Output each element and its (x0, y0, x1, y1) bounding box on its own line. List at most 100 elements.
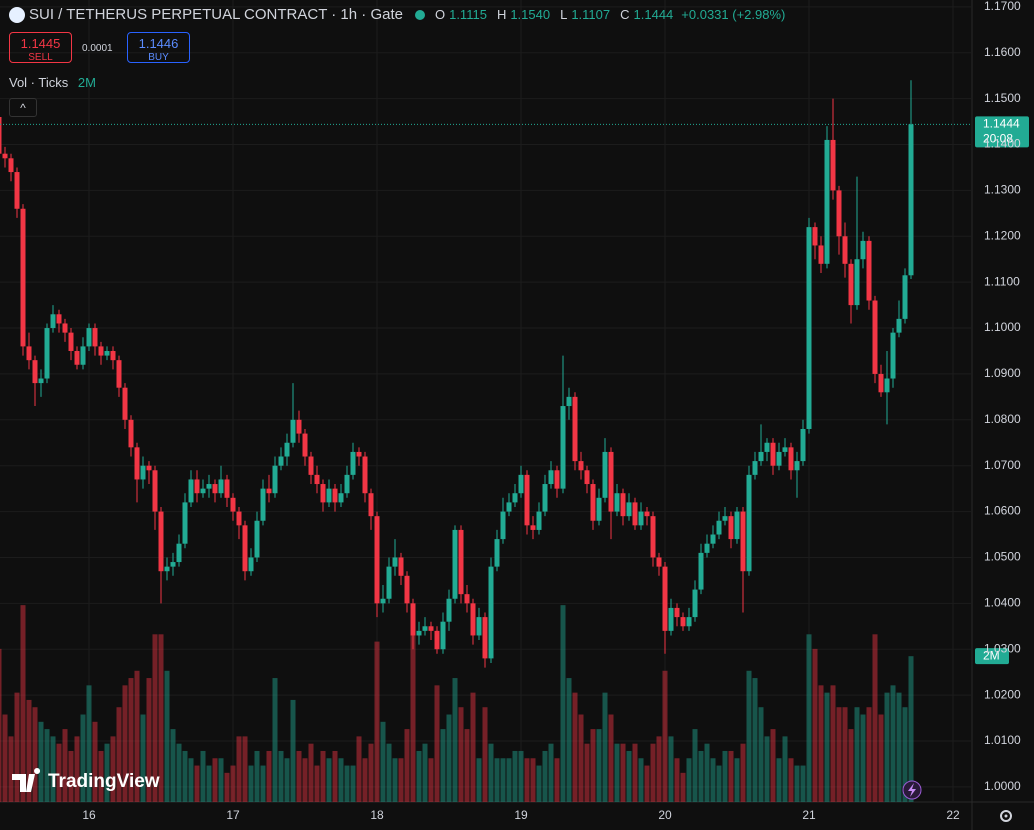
volume-bar (350, 765, 356, 802)
y-tick-label: 1.1300 (984, 183, 1021, 197)
y-tick-label: 1.1700 (984, 0, 1021, 13)
volume-bar (296, 750, 302, 802)
candle-body (728, 516, 734, 540)
lightning-button[interactable] (902, 780, 922, 800)
candle-body (740, 511, 746, 572)
candle-body (824, 139, 830, 264)
volume-bar (128, 678, 134, 802)
spread: 0.0001 (82, 43, 113, 54)
volume-bar (122, 685, 128, 802)
candle-body (230, 497, 236, 512)
ohlc-label: H (496, 7, 507, 22)
candle-body (14, 172, 20, 209)
volume-bar (794, 765, 800, 802)
volume-bar (284, 758, 290, 802)
volume-bar (242, 736, 248, 802)
candle-body (8, 158, 14, 173)
candle-body (878, 373, 884, 393)
volume-bar (404, 729, 410, 802)
volume-bar (872, 634, 878, 802)
candle-body (386, 566, 392, 599)
candle-body (242, 525, 248, 572)
candle-body (500, 511, 506, 540)
volume-bar (278, 750, 284, 802)
volume-bar (584, 743, 590, 802)
y-tick-label: 1.0900 (984, 366, 1021, 380)
volume-bar (500, 758, 506, 802)
candle-body (248, 557, 254, 572)
volume-bar (440, 729, 446, 802)
settings-button[interactable] (1000, 810, 1012, 822)
volume-bar (686, 758, 692, 802)
candle-body (38, 378, 44, 384)
volume-bar (68, 750, 74, 802)
candle-body (458, 529, 464, 595)
candle-body (140, 465, 146, 480)
candle-body (302, 433, 308, 457)
status-dot (414, 9, 425, 20)
volume-bar (560, 605, 566, 802)
candle-body (674, 607, 680, 618)
x-tick-label: 21 (802, 808, 816, 822)
candle-body (842, 236, 848, 264)
candle-body (890, 332, 896, 379)
countdown-label: 20:08 (983, 132, 1013, 146)
candle-body (608, 451, 614, 512)
volume-bar (146, 678, 152, 802)
candle-body (632, 502, 638, 526)
candle-body (188, 479, 194, 503)
candle-body (518, 474, 524, 494)
candle-body (218, 479, 224, 494)
ohlc-label: C (620, 7, 630, 22)
candle-body (578, 461, 584, 471)
x-tick-label: 22 (946, 808, 960, 822)
last-price-label: 1.1444 (983, 117, 1020, 131)
candle-body (176, 543, 182, 563)
volume-bar (230, 765, 236, 802)
candle-body (50, 314, 56, 329)
volume-bar (248, 765, 254, 802)
candle-body (602, 451, 608, 498)
volume-bar (164, 670, 170, 802)
candle-body (668, 607, 674, 631)
sell-button[interactable]: 1.1445 SELL (9, 32, 72, 63)
volume-bar (878, 714, 884, 802)
volume-bar (368, 743, 374, 802)
volume-bar (410, 605, 416, 802)
volume-bar (8, 736, 14, 802)
candle-body (56, 314, 62, 324)
volume-bar (800, 765, 806, 802)
volume-bar (236, 736, 242, 802)
volume-bar (758, 707, 764, 802)
volume-bar (596, 729, 602, 802)
volume-bar (200, 750, 206, 802)
candle-body (380, 598, 386, 604)
volume-bar (512, 750, 518, 802)
volume-bar (680, 772, 686, 802)
volume-bar (38, 721, 44, 802)
volume-bar (290, 699, 296, 802)
candle-body (680, 617, 686, 627)
volume-bar (578, 714, 584, 802)
candle-body (398, 557, 404, 576)
candle-body (446, 598, 452, 622)
candle-body (194, 479, 200, 494)
candle-body (884, 378, 890, 393)
sell-label: SELL (28, 52, 53, 63)
volume-bar (74, 736, 80, 802)
candle-body (908, 124, 914, 276)
collapse-button[interactable]: ^ (9, 98, 37, 117)
volume-bar (566, 678, 572, 802)
volume-bar (338, 758, 344, 802)
volume-bar (746, 670, 752, 802)
candle-body (542, 484, 548, 512)
y-tick-label: 1.1500 (984, 91, 1021, 105)
buy-button[interactable]: 1.1446 BUY (127, 32, 190, 63)
candle-body (830, 139, 836, 191)
volume-bar (56, 743, 62, 802)
volume-bar (0, 648, 2, 802)
candle-body (788, 447, 794, 471)
candle-body (122, 387, 128, 420)
candle-body (656, 557, 662, 567)
